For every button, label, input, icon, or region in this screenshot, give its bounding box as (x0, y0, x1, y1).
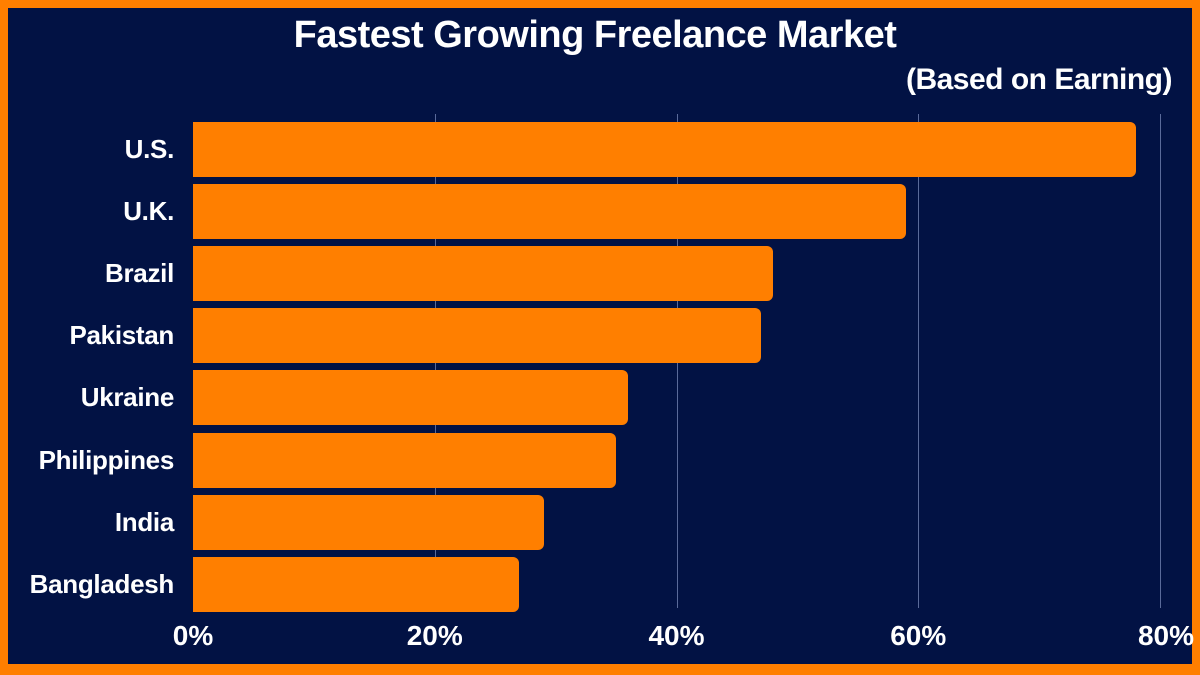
gridline (918, 114, 920, 608)
bar (193, 184, 907, 240)
category-label: Pakistan (69, 320, 174, 351)
chart-subtitle: (Based on Earning) (905, 63, 1173, 96)
gridline (1160, 114, 1161, 608)
bar (193, 432, 617, 488)
category-label: Ukraine (80, 382, 175, 413)
chart-title: Fastest Growing Freelance Market (293, 14, 897, 56)
category-label: Bangladesh (29, 568, 175, 599)
x-tick-label: 0% (172, 620, 214, 651)
category-label: U.K. (123, 196, 174, 227)
category-label: Philippines (38, 444, 175, 475)
bar (193, 556, 520, 612)
category-label: Brazil (104, 258, 174, 289)
bar (193, 122, 1136, 177)
bar (193, 370, 629, 426)
x-tick-label: 20% (406, 620, 463, 651)
category-label: India (114, 506, 174, 537)
x-tick-label: 40% (648, 620, 705, 651)
category-label: U.S. (124, 134, 175, 164)
x-tick-label: 80% (1137, 620, 1195, 651)
bar (193, 308, 762, 364)
bar (193, 246, 774, 302)
x-tick-label: 60% (890, 620, 947, 651)
bar (193, 494, 544, 550)
